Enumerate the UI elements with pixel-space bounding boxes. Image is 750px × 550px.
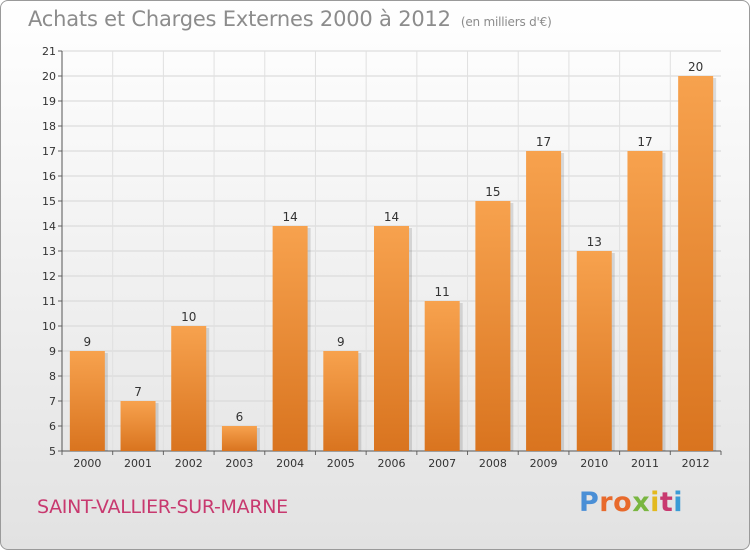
labels: 5 6 7 8 9 10 11 12 13 14 15 16 17 18 19 20 21 9 2000 7 2001 1… [42,45,710,470]
y-tick-label: 10 [42,320,56,333]
logo-letter: r [599,487,614,518]
value-label: 14 [282,210,297,224]
y-tick-label: 18 [42,120,56,133]
y-tick-label: 14 [42,220,56,233]
y-tick-label: 8 [49,370,56,383]
value-label: 14 [384,210,399,224]
value-label: 17 [637,135,652,149]
bar-2001 [120,401,156,451]
bar-2003 [221,426,257,451]
value-label: 9 [337,335,345,349]
town-name: SAINT-VALLIER-SUR-MARNE [37,496,288,518]
logo-letter: t [659,487,674,518]
bar-2008 [475,201,511,451]
value-label: 20 [688,60,703,74]
y-tick-label: 19 [42,95,56,108]
y-tick-label: 13 [42,245,56,258]
bar-2012 [678,76,714,451]
bar-2002 [171,326,207,451]
chart-title: Achats et Charges Externes 2000 à 2012 (e… [28,7,552,31]
value-label: 15 [485,185,500,199]
category-label: 2000 [73,457,101,470]
bar-2011 [627,151,663,451]
value-label: 9 [84,335,92,349]
y-tick-label: 9 [49,345,56,358]
category-label: 2003 [225,457,253,470]
chart-title-text: Achats et Charges Externes 2000 à 2012 [28,7,451,31]
proxiti-logo[interactable]: Proxiti [579,487,683,518]
logo-letter: i [650,487,660,518]
bar-2007 [424,301,460,451]
bar-2004 [272,226,308,451]
category-label: 2010 [580,457,608,470]
logo-letter: i [673,487,684,518]
value-label: 7 [134,385,142,399]
y-tick-label: 6 [49,420,56,433]
value-label: 10 [181,310,196,324]
y-tick-label: 11 [42,295,56,308]
value-label: 6 [236,410,244,424]
category-label: 2002 [175,457,203,470]
category-label: 2001 [124,457,152,470]
value-label: 11 [435,285,450,299]
y-tick-label: 12 [42,270,56,283]
y-tick-label: 21 [42,45,56,58]
y-tick-label: 17 [42,145,56,158]
category-label: 2006 [378,457,406,470]
y-tick-label: 5 [49,445,56,458]
bar-2005 [323,351,359,451]
bar-2000 [69,351,105,451]
y-tick-label: 20 [42,70,56,83]
category-label: 2012 [682,457,710,470]
y-tick-label: 16 [42,170,56,183]
category-label: 2008 [479,457,507,470]
value-label: 13 [587,235,602,249]
logo-letter: o [613,487,633,518]
y-tick-label: 15 [42,195,56,208]
bars [69,76,717,451]
bar-2006 [374,226,409,451]
logo-letter: x [632,487,651,518]
y-tick-label: 7 [49,395,56,408]
category-label: 2005 [327,457,355,470]
bar-2009 [526,151,562,451]
category-label: 2011 [631,457,659,470]
category-label: 2007 [428,457,456,470]
value-label: 17 [536,135,551,149]
category-label: 2004 [276,457,304,470]
category-label: 2009 [530,457,558,470]
unit-note: (en milliers d'€) [460,15,552,29]
bar-2010 [576,251,612,451]
logo-letter: P [579,487,600,518]
